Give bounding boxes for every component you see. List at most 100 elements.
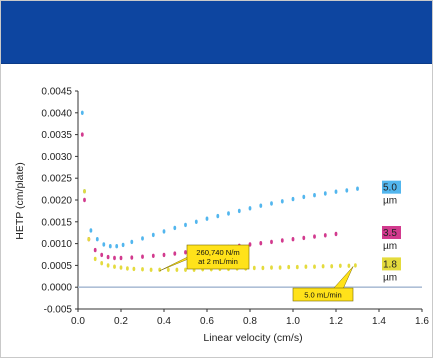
data-point (141, 236, 144, 241)
data-point (354, 263, 357, 268)
data-point (166, 267, 170, 272)
header-divider (1, 63, 432, 64)
data-point (345, 188, 349, 193)
data-point (100, 252, 104, 258)
data-point (175, 267, 179, 272)
y-tick-label: 0.0040 (41, 108, 72, 119)
data-point (330, 264, 334, 269)
data-point (259, 203, 263, 208)
chart-axes: -0.0050.00000.00050.00100.00150.00200.00… (41, 87, 429, 328)
x-tick-label: 1.4 (372, 316, 386, 327)
data-point (158, 267, 162, 272)
data-point (100, 261, 104, 266)
header-bar (1, 1, 432, 63)
data-point (130, 239, 134, 245)
x-tick-label: 1.0 (286, 316, 300, 327)
data-point (121, 242, 125, 248)
data-point (184, 250, 187, 255)
y-tick-label: 0.0025 (41, 174, 72, 185)
data-point (151, 253, 155, 258)
data-point (106, 254, 110, 260)
data-point (313, 234, 316, 239)
data-point (119, 255, 123, 261)
data-point (270, 239, 273, 245)
data-point (291, 237, 295, 242)
data-point (280, 238, 284, 243)
x-tick-label: 0.2 (114, 316, 128, 327)
data-point (291, 196, 295, 202)
data-point (194, 219, 198, 224)
y-tick-label: 0.0045 (41, 87, 72, 98)
data-point (278, 265, 282, 270)
data-point (87, 237, 91, 242)
legend-swatch (382, 226, 401, 240)
data-point (184, 267, 187, 272)
data-point (252, 265, 256, 271)
data-point (113, 264, 116, 269)
legend-swatch (382, 180, 401, 194)
data-point (287, 264, 291, 270)
data-point (173, 251, 177, 256)
data-point (108, 244, 112, 249)
data-point (347, 263, 351, 268)
callout: 260,740 N/mat 2 mL/min (159, 244, 250, 271)
data-point (115, 244, 119, 249)
data-point (173, 225, 177, 231)
data-point (356, 186, 359, 191)
data-point (302, 194, 306, 200)
data-point (102, 242, 106, 247)
data-point (304, 264, 308, 269)
y-tick-label: -0.005 (44, 305, 73, 316)
data-point (270, 201, 273, 206)
data-point (162, 252, 166, 258)
data-point (237, 208, 241, 214)
data-point (106, 263, 110, 268)
callout-text: at 2 mL/min (198, 257, 238, 266)
data-point (334, 231, 338, 237)
data-point (205, 216, 209, 221)
data-point (259, 241, 263, 246)
data-point (93, 247, 97, 253)
legend-value: 1.8 (383, 259, 397, 270)
data-point (261, 265, 265, 271)
data-point (227, 211, 230, 216)
data-point (93, 256, 97, 262)
data-point (149, 267, 153, 272)
data-point (295, 264, 299, 270)
y-tick-label: 0.0005 (41, 261, 72, 272)
data-point (80, 132, 84, 137)
data-point (151, 232, 155, 238)
chart-legend: 5.0 µm 3.5 µm 1.8 µm (382, 180, 401, 283)
legend-value: 3.5 (383, 228, 397, 239)
legend-unit: µm (383, 196, 397, 207)
callout-box (186, 244, 250, 270)
y-axis-label: HETP (cm/plate) (14, 162, 26, 239)
data-point (313, 193, 316, 198)
callout: 5.0 mL/min (292, 266, 354, 302)
data-point (126, 266, 129, 271)
data-point (248, 242, 252, 247)
y-tick-label: 0.0020 (41, 196, 72, 207)
y-tick-label: 0.0000 (41, 283, 72, 294)
data-point (302, 235, 306, 241)
x-tick-label: 0.0 (71, 316, 85, 327)
y-tick-label: 0.0010 (41, 239, 72, 250)
y-tick-label: 0.0035 (41, 130, 72, 141)
data-point (83, 189, 86, 194)
callout-text: 5.0 mL/min (304, 291, 342, 300)
data-point (89, 228, 93, 233)
y-tick-label: 0.0015 (41, 217, 72, 228)
x-tick-label: 1.2 (329, 316, 343, 327)
callout-pointer (332, 266, 354, 290)
data-point (338, 263, 342, 268)
data-point (80, 110, 84, 116)
x-tick-label: 0.8 (243, 316, 257, 327)
data-point (141, 254, 144, 259)
data-point (184, 222, 187, 228)
data-point (323, 233, 327, 238)
legend-unit: µm (383, 272, 397, 283)
data-point (162, 229, 166, 234)
data-point (141, 267, 144, 272)
data-point (280, 199, 284, 204)
